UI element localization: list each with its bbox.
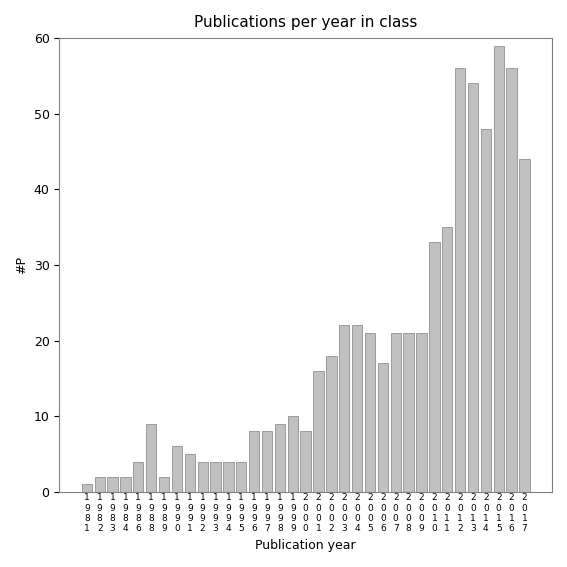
Bar <box>493 46 504 492</box>
Bar <box>352 325 362 492</box>
Bar <box>275 424 285 492</box>
Bar <box>249 431 259 492</box>
X-axis label: Publication year: Publication year <box>255 539 356 552</box>
Bar <box>210 462 221 492</box>
Bar <box>185 454 195 492</box>
Y-axis label: #P: #P <box>15 256 28 274</box>
Bar <box>391 333 401 492</box>
Bar <box>339 325 349 492</box>
Bar <box>404 333 414 492</box>
Bar <box>519 159 530 492</box>
Bar <box>82 484 92 492</box>
Bar <box>197 462 208 492</box>
Bar <box>159 477 169 492</box>
Bar <box>455 69 466 492</box>
Bar <box>314 371 324 492</box>
Bar <box>301 431 311 492</box>
Bar <box>468 83 478 492</box>
Bar <box>481 129 491 492</box>
Bar <box>120 477 130 492</box>
Bar <box>223 462 234 492</box>
Bar <box>133 462 143 492</box>
Bar <box>95 477 105 492</box>
Bar <box>429 242 439 492</box>
Bar <box>146 424 156 492</box>
Bar <box>262 431 272 492</box>
Bar <box>442 227 452 492</box>
Bar <box>107 477 118 492</box>
Bar <box>506 69 517 492</box>
Bar <box>287 416 298 492</box>
Title: Publications per year in class: Publications per year in class <box>194 15 417 30</box>
Bar <box>378 363 388 492</box>
Bar <box>236 462 247 492</box>
Bar <box>416 333 426 492</box>
Bar <box>172 446 182 492</box>
Bar <box>326 356 337 492</box>
Bar <box>365 333 375 492</box>
